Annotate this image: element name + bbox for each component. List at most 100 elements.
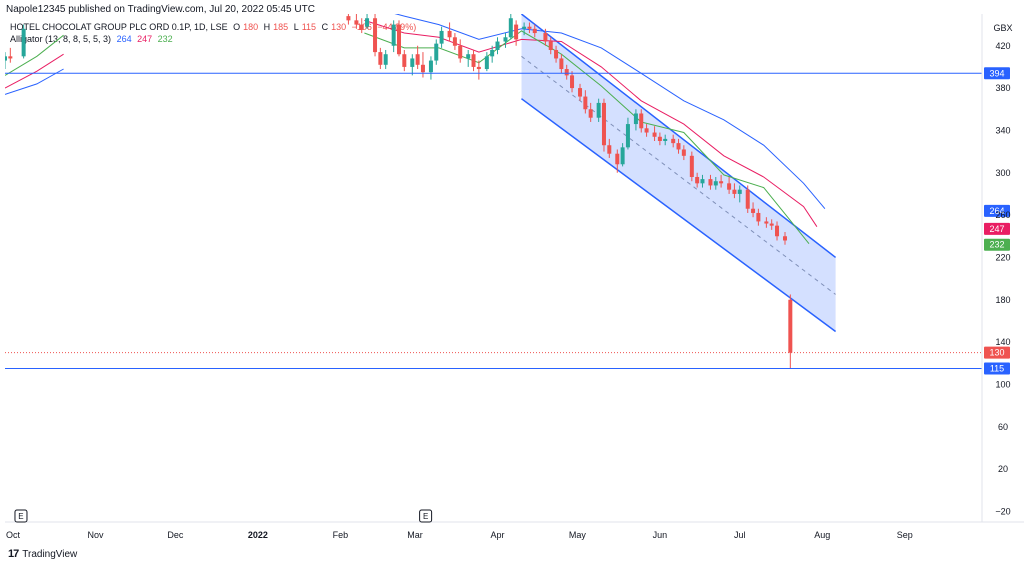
price-label-text: 232	[989, 240, 1004, 250]
low-label: L	[293, 22, 299, 32]
alligator-teeth-line	[364, 19, 818, 227]
y-tick-label: 100	[995, 379, 1010, 389]
candle-body	[471, 54, 476, 67]
price-label-text: 115	[990, 364, 1004, 374]
channel-median-line	[521, 55, 836, 295]
high-value: 185	[273, 22, 289, 32]
indicator-name: Alligator (13, 8, 8, 5, 5, 3)	[10, 34, 112, 44]
price-label-text: 394	[989, 68, 1004, 78]
y-tick-label: 220	[995, 252, 1010, 262]
candle-body	[783, 236, 788, 241]
candle-body	[652, 132, 657, 137]
candle-body	[657, 136, 662, 141]
candle-body	[391, 24, 396, 46]
candle-body	[543, 33, 548, 42]
candle-body	[633, 113, 638, 125]
candle-body	[676, 143, 681, 150]
candle-body	[434, 43, 439, 61]
indicator-legend: Alligator (13, 8, 8, 5, 5, 3) 264 247 23…	[10, 34, 176, 44]
candle-body	[346, 16, 351, 21]
candle-body	[452, 37, 457, 46]
candle-body	[769, 223, 774, 226]
price-label-box	[984, 222, 1010, 235]
earnings-marker	[419, 509, 433, 523]
jaw-value: 264	[116, 34, 132, 44]
candle-body	[439, 30, 444, 44]
candle-body	[708, 179, 713, 186]
low-value: 115	[301, 22, 317, 32]
candle-body	[588, 109, 593, 118]
candle-body	[756, 212, 761, 222]
earnings-marker-label: E	[423, 512, 428, 521]
candle-body	[396, 24, 401, 55]
candle-body	[719, 181, 724, 184]
alligator-jaw-line	[5, 68, 64, 95]
alligator-teeth-line	[5, 53, 64, 89]
candle-body	[596, 102, 601, 118]
y-tick-label: 260	[995, 210, 1010, 220]
candle-body	[495, 41, 500, 50]
price-label-text: 264	[989, 206, 1004, 216]
open-value: 180	[243, 22, 259, 32]
candle-body	[359, 24, 364, 30]
teeth-value: 247	[137, 34, 153, 44]
candle-body	[615, 153, 620, 165]
candle-body	[583, 96, 588, 110]
candle-body	[490, 49, 495, 57]
candle-body	[601, 102, 606, 146]
candle-body	[559, 58, 564, 70]
candle-body	[8, 56, 13, 59]
y-tick-label: 180	[995, 295, 1010, 305]
x-tick-label: Mar	[407, 530, 423, 540]
candle-body	[737, 189, 742, 194]
close-value: 130	[331, 22, 347, 32]
channel-lower-line	[521, 98, 837, 333]
candle-body	[447, 30, 452, 38]
candle-body	[514, 24, 519, 40]
candle-body	[522, 26, 527, 29]
x-tick-label: 2022	[248, 530, 268, 540]
candle-body	[620, 147, 625, 165]
candle-body	[354, 20, 359, 25]
price-label-box	[984, 67, 1010, 80]
candle-body	[578, 88, 583, 97]
symbol-name: HOTEL CHOCOLAT GROUP PLC ORD 0.1P, 1D, L…	[10, 22, 228, 32]
tradingview-logo[interactable]: 17 TradingView	[8, 548, 77, 560]
x-tick-label: Sep	[897, 530, 913, 540]
candle-body	[428, 60, 433, 73]
candle-body	[378, 52, 383, 65]
x-tick-label: Oct	[6, 530, 21, 540]
candle-body	[745, 189, 750, 209]
x-tick-label: Feb	[333, 530, 349, 540]
earnings-marker	[14, 509, 28, 523]
candle-body	[503, 37, 508, 42]
price-label-box	[984, 362, 1010, 375]
alligator-jaw-line	[394, 14, 826, 210]
candle-body	[695, 176, 700, 184]
candle-body	[751, 208, 756, 213]
y-tick-label: 140	[995, 337, 1010, 347]
candle-body	[415, 54, 420, 65]
candle-body	[420, 64, 425, 73]
x-tick-label: May	[569, 530, 587, 540]
candle-body	[727, 183, 732, 190]
candle-body	[732, 189, 737, 194]
price-label-text: 130	[989, 348, 1004, 358]
earnings-marker-label: E	[18, 512, 23, 521]
currency-label: GBX	[993, 23, 1012, 33]
candle-body	[570, 75, 575, 89]
lips-value: 232	[157, 34, 173, 44]
candle-body	[410, 58, 415, 67]
x-tick-label: Aug	[814, 530, 830, 540]
alligator-lips-line	[364, 30, 810, 245]
candle-body	[402, 54, 407, 67]
candle-body	[532, 28, 537, 34]
candle-body	[764, 221, 769, 224]
candle-body	[689, 155, 694, 177]
candle-body	[5, 56, 7, 61]
candle-body	[644, 128, 649, 133]
candle-body	[383, 54, 388, 65]
candle-body	[476, 66, 481, 70]
candle-body	[788, 299, 793, 353]
